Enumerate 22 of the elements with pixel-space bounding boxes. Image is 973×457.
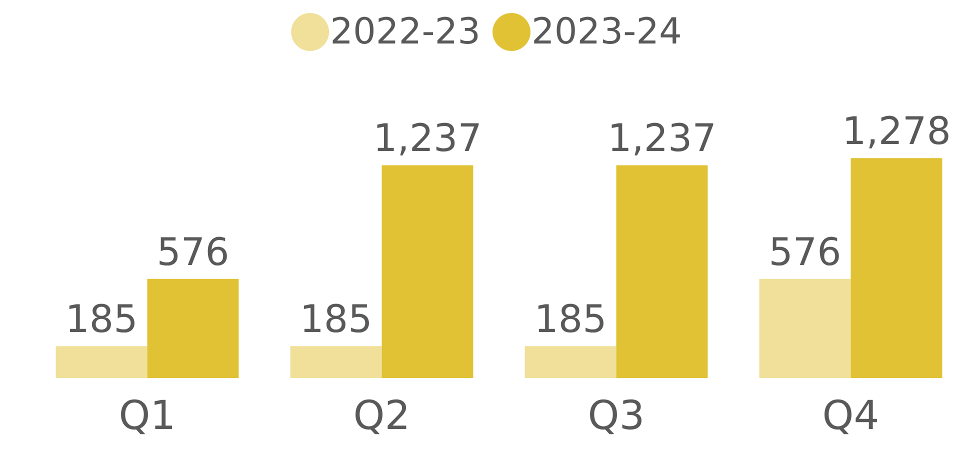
- bar: [382, 165, 474, 378]
- data-label: 185: [300, 297, 372, 342]
- x-tick-label: Q1: [118, 393, 176, 439]
- data-label: 1,278: [842, 109, 951, 154]
- data-label: 1,237: [373, 116, 482, 160]
- legend-label: 2022-23: [330, 12, 481, 52]
- x-tick-label: Q4: [822, 393, 880, 439]
- bar: [290, 346, 382, 378]
- bar: [56, 346, 148, 378]
- bar: [759, 278, 851, 378]
- data-label: 185: [534, 297, 607, 342]
- bar: [850, 158, 942, 378]
- bar: [616, 165, 708, 378]
- x-tick-label: Q2: [353, 393, 410, 439]
- x-tick-label: Q3: [588, 393, 645, 439]
- data-label: 185: [65, 297, 138, 342]
- data-label: 576: [768, 230, 842, 274]
- bar: [524, 346, 616, 378]
- data-label: 1,237: [608, 116, 716, 160]
- legend-label: 2023-24: [532, 12, 682, 52]
- bar: [147, 278, 239, 378]
- data-label: 576: [156, 230, 230, 274]
